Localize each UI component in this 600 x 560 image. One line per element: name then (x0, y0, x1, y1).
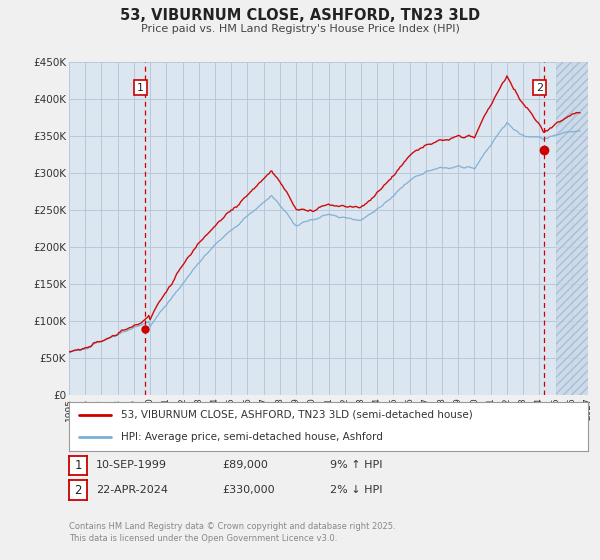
Text: HPI: Average price, semi-detached house, Ashford: HPI: Average price, semi-detached house,… (121, 432, 383, 442)
Text: 53, VIBURNUM CLOSE, ASHFORD, TN23 3LD: 53, VIBURNUM CLOSE, ASHFORD, TN23 3LD (120, 8, 480, 24)
Text: 22-APR-2024: 22-APR-2024 (96, 485, 168, 495)
Text: 1: 1 (137, 82, 144, 92)
Bar (556, 62, 588, 395)
Text: 53, VIBURNUM CLOSE, ASHFORD, TN23 3LD (semi-detached house): 53, VIBURNUM CLOSE, ASHFORD, TN23 3LD (s… (121, 410, 473, 420)
Text: 10-SEP-1999: 10-SEP-1999 (96, 460, 167, 470)
Text: Price paid vs. HM Land Registry's House Price Index (HPI): Price paid vs. HM Land Registry's House … (140, 24, 460, 34)
Text: 2% ↓ HPI: 2% ↓ HPI (330, 485, 383, 495)
Text: 1: 1 (74, 459, 82, 472)
Text: 9% ↑ HPI: 9% ↑ HPI (330, 460, 383, 470)
Text: Contains HM Land Registry data © Crown copyright and database right 2025.
This d: Contains HM Land Registry data © Crown c… (69, 522, 395, 543)
Text: £89,000: £89,000 (222, 460, 268, 470)
Text: 2: 2 (536, 82, 543, 92)
Text: 2: 2 (74, 483, 82, 497)
Text: £330,000: £330,000 (222, 485, 275, 495)
